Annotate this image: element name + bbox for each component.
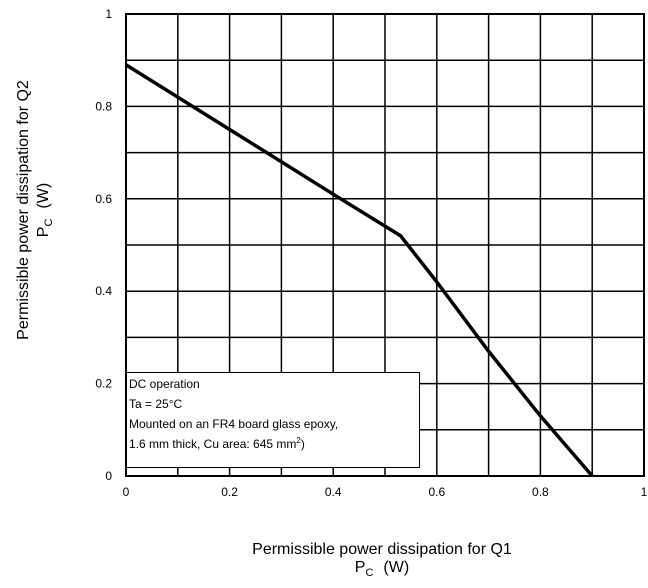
note-thickness-text: 1.6 mm thick, Cu area: 645 mm — [129, 437, 297, 451]
note-line-board: Mounted on an FR4 board glass epoxy, — [129, 417, 339, 431]
note-line-operation: DC operation — [129, 377, 200, 391]
y-tick-label: 1 — [105, 7, 112, 21]
x-axis-title: Permissible power dissipation for Q1 — [252, 541, 512, 558]
x-tick-label: 0.2 — [221, 485, 238, 499]
note-close-paren: ) — [300, 437, 305, 451]
plot-frame — [125, 13, 645, 477]
y-axis-title-group: Permissible power dissipation for Q2 — [15, 80, 32, 340]
x-tick-label: 0.4 — [325, 485, 342, 499]
y-tick-label: 0.8 — [95, 99, 112, 113]
x-axis-symbol: PC (W) — [355, 559, 409, 579]
note-superscript: 2 — [296, 436, 301, 445]
y-tick-label: 0.6 — [95, 192, 112, 206]
x-tick-label: 0 — [123, 485, 130, 499]
y-tick-label: 0 — [105, 469, 112, 483]
x-tick-label: 1 — [641, 485, 648, 499]
note-line-thickness: 1.6 mm thick, Cu area: 645 mm2) — [129, 434, 417, 454]
x-tick-label: 0.8 — [532, 485, 549, 499]
y-axis-symbol: PC(W) — [35, 183, 55, 237]
y-tick-label: 0.2 — [95, 377, 112, 391]
x-tick-label: 0.6 — [428, 485, 445, 499]
series-line — [125, 63, 594, 478]
series-layer — [125, 63, 594, 478]
y-tick-label: 0.4 — [95, 284, 112, 298]
note-line-temperature: Ta = 25°C — [129, 397, 183, 411]
tick-labels: 0 0.2 0.4 0.6 0.8 1 0 0.2 0.4 0.6 0.8 1 — [95, 7, 647, 499]
conditions-note-box: DC operation Ta = 25°C Mounted on an FR4… — [126, 372, 420, 468]
y-axis-title: Permissible power dissipation for Q2 — [15, 80, 32, 340]
y-axis-symbol-group: PC(W) — [35, 183, 55, 237]
